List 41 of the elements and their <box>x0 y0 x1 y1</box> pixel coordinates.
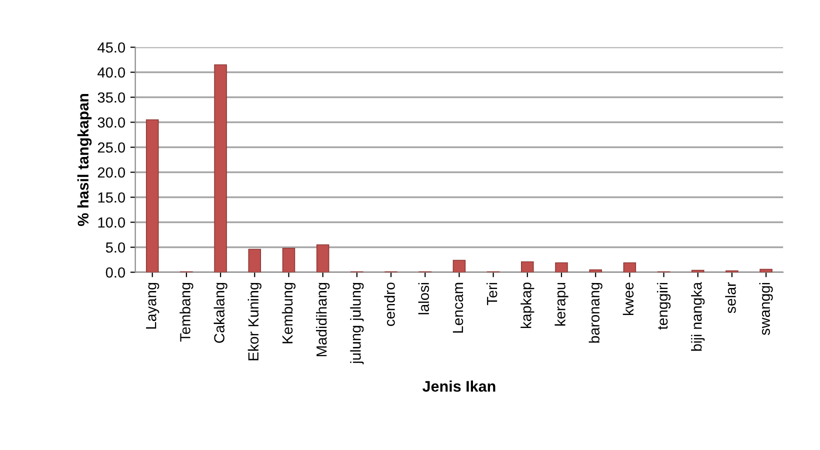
x-tick-label: Ekor Kuning <box>248 282 262 360</box>
x-tick-label: Madidihang <box>316 282 330 356</box>
y-tick-label: 35.0 <box>98 92 126 103</box>
x-tick-label: kapkap <box>520 282 534 328</box>
x-tick-label: biji nangka <box>691 282 705 351</box>
x-tick-label: Cakalang <box>214 282 228 343</box>
y-tick-label: 25.0 <box>98 142 126 153</box>
x-tick-label: cendro <box>384 282 395 326</box>
bar <box>760 268 772 272</box>
bar <box>316 244 330 272</box>
x-tick-label: tenggiri <box>656 282 671 330</box>
x-tick-label: Lencam <box>452 282 464 333</box>
x-tick-label: kerapu <box>554 282 568 326</box>
y-tick-label: 45.0 <box>98 42 126 53</box>
x-tick-label: Tembang <box>180 282 194 342</box>
x-axis-title: Jenis Ikan <box>422 380 496 392</box>
x-tick-label: Kembung <box>282 282 296 344</box>
x-tick-label: baronang <box>588 282 602 343</box>
y-tick-label: 40.0 <box>98 67 126 78</box>
bar <box>146 119 159 272</box>
y-tick-label: 5.0 <box>106 242 126 253</box>
x-tick-label: lalosi <box>418 282 430 314</box>
x-tick-label: Layang <box>146 282 160 329</box>
bar <box>623 262 636 272</box>
y-axis-title: % hasil tangkapan <box>77 94 92 226</box>
bar <box>452 260 466 272</box>
x-tick-label: Teri <box>486 282 498 306</box>
x-tick-label: kwee <box>622 282 634 316</box>
x-tick-label: selar <box>725 282 736 314</box>
bar <box>521 261 534 272</box>
x-tick-label: julung julung <box>350 282 364 364</box>
y-tick-label: 0.0 <box>106 267 126 278</box>
y-tick-label: 30.0 <box>98 117 126 128</box>
bar <box>214 64 227 272</box>
bar <box>282 248 296 272</box>
bar <box>555 262 568 272</box>
y-tick-label: 10.0 <box>98 217 126 228</box>
x-tick-label: swanggi <box>759 282 773 336</box>
bar <box>248 248 262 272</box>
y-tick-label: 15.0 <box>98 192 126 203</box>
y-tick-label: 20.0 <box>98 167 126 178</box>
